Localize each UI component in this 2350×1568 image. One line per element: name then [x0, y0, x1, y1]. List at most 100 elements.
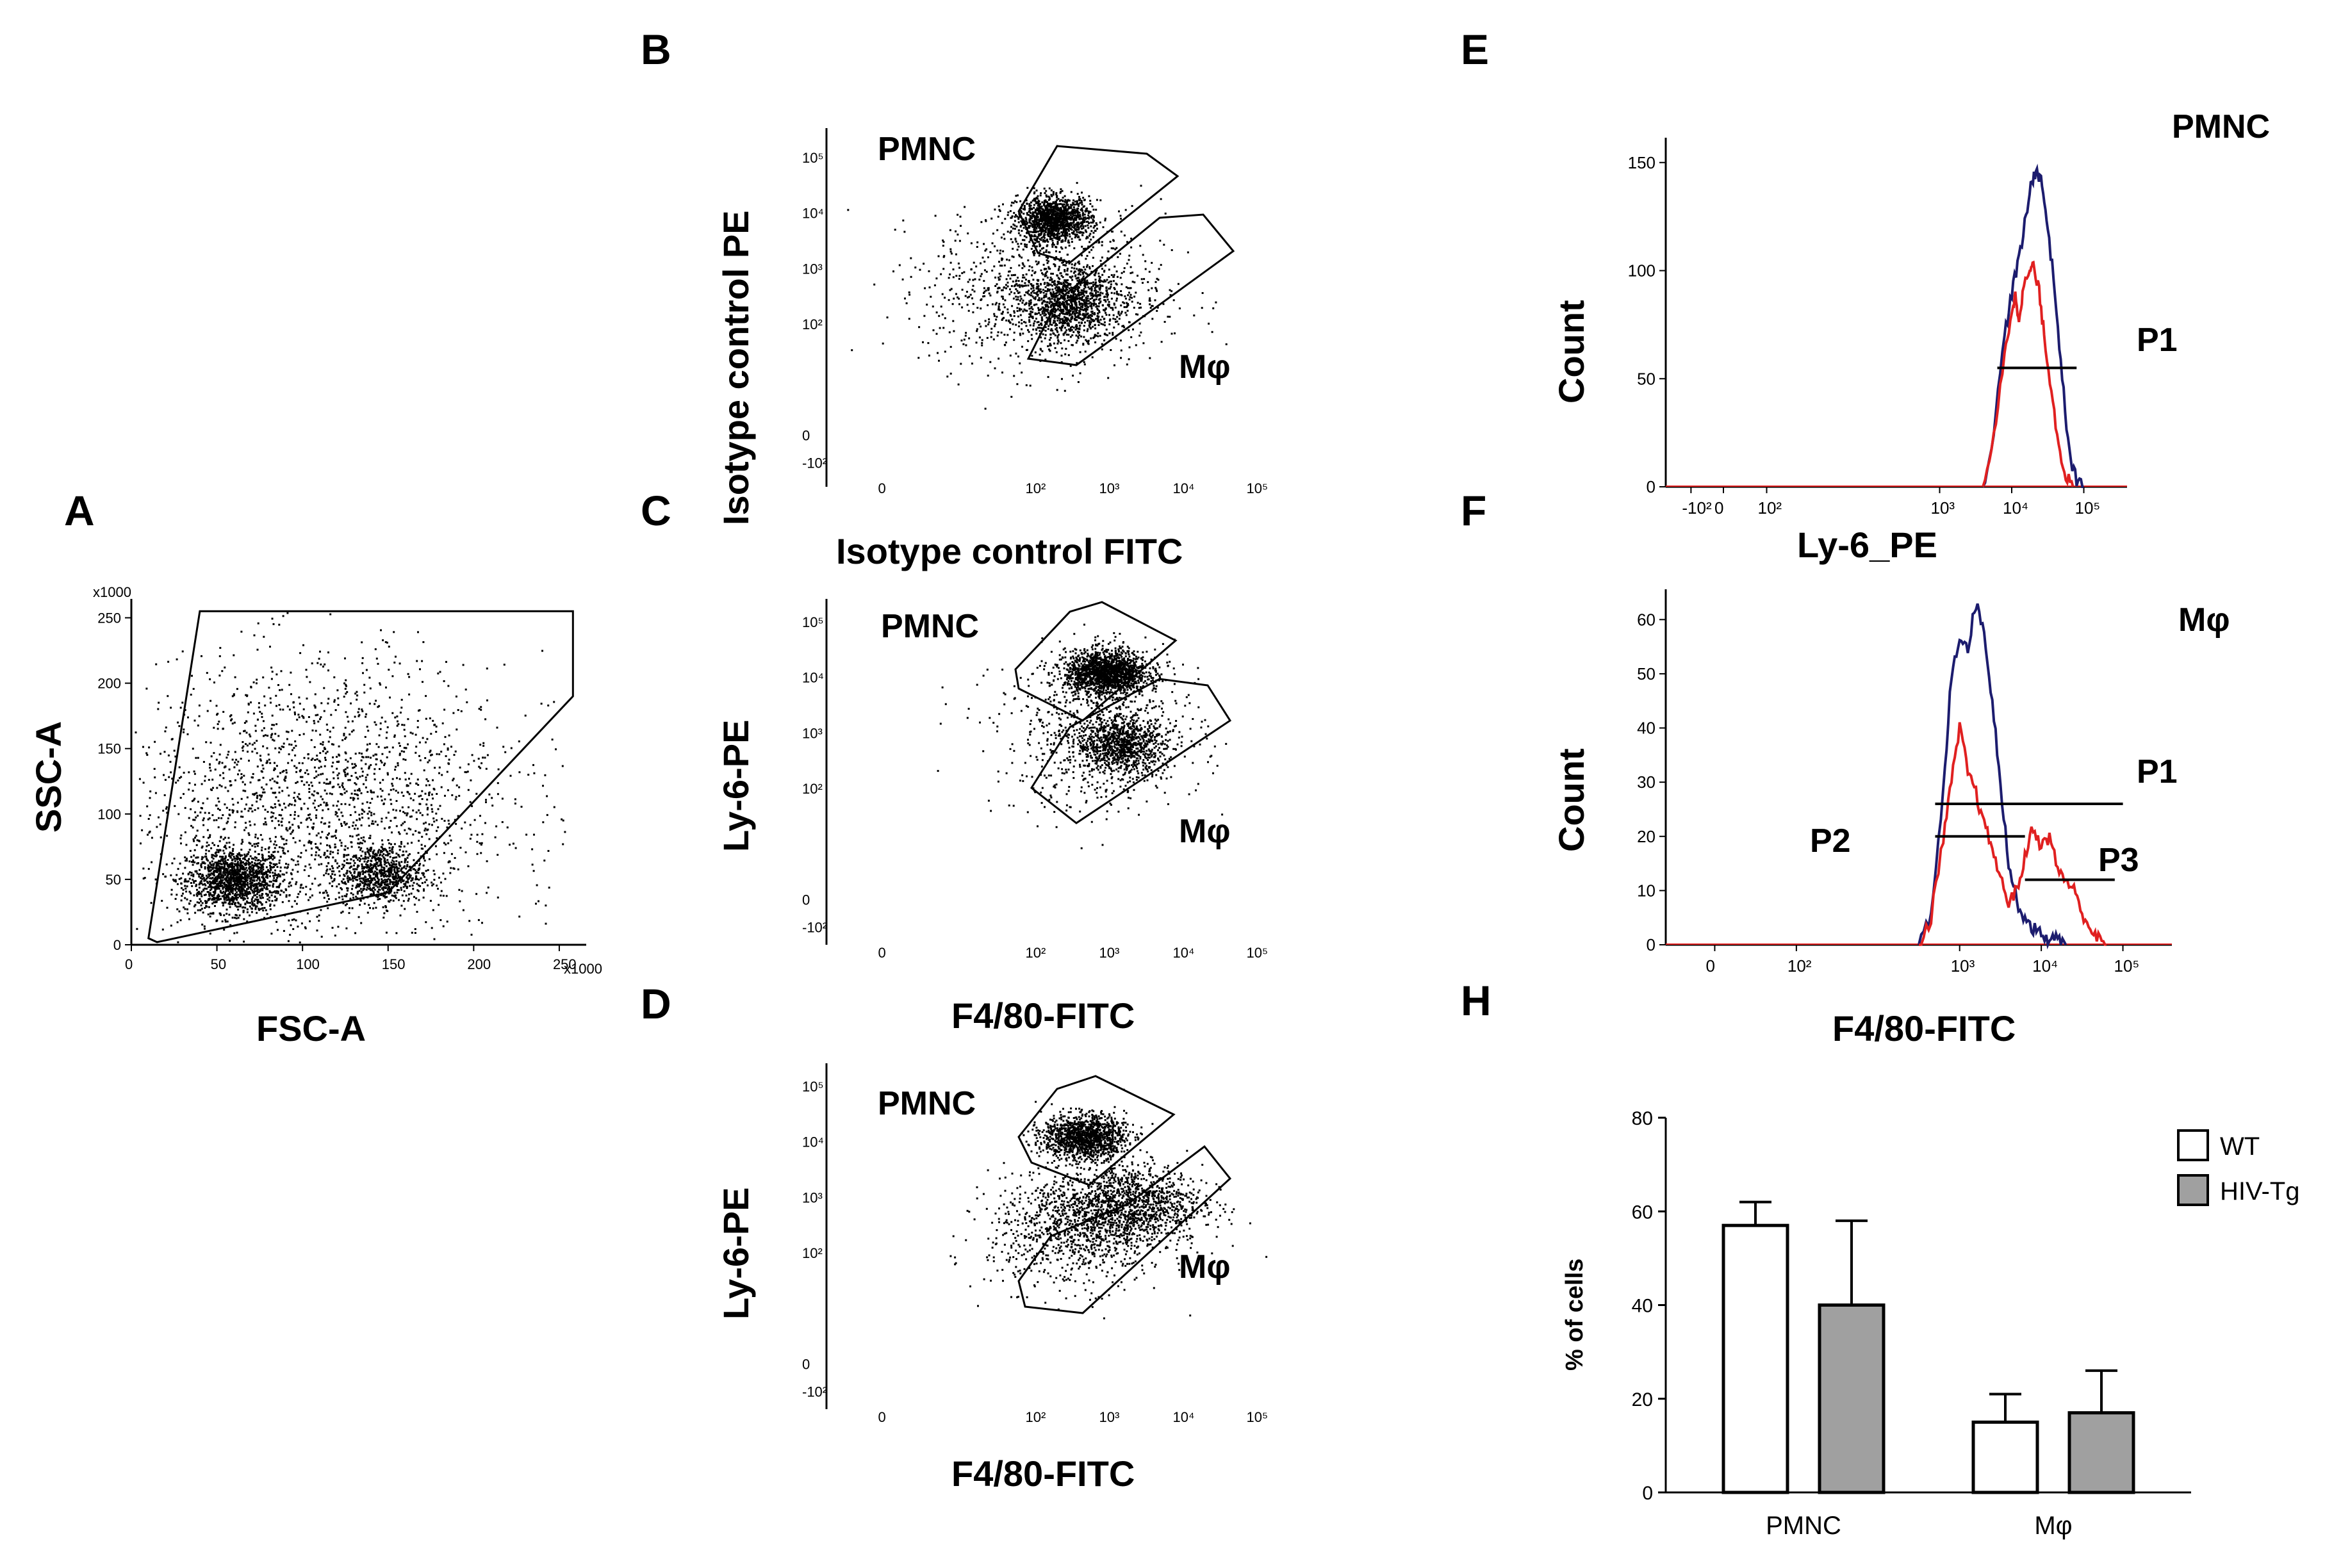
- panel-a-point: [395, 856, 398, 858]
- panel-a-point: [264, 848, 267, 851]
- panel-a-point: [336, 815, 339, 817]
- panel-b-point: [1007, 231, 1009, 233]
- panel-a-point: [234, 902, 237, 904]
- panel-b-point: [1071, 210, 1073, 213]
- panel-a-point: [228, 846, 231, 849]
- panel-a-point: [431, 793, 433, 796]
- panel-b-point: [1054, 204, 1056, 207]
- panel-a-point: [337, 926, 340, 928]
- panel-a-point: [362, 672, 364, 674]
- panel-a-point: [202, 877, 205, 879]
- panel-a-point: [209, 880, 211, 883]
- panel-a-point: [215, 854, 218, 856]
- panel-a-point: [345, 893, 348, 895]
- panel-a-point: [166, 812, 168, 814]
- panel-a-point: [329, 851, 332, 853]
- panel-a-point: [384, 873, 387, 876]
- panel-a-point: [497, 793, 499, 796]
- panel-a-point: [239, 858, 242, 860]
- panel-a-point: [208, 864, 210, 867]
- panel-a-point: [311, 662, 313, 665]
- panel-b-point: [1053, 228, 1055, 231]
- panel-a-point: [279, 748, 282, 751]
- panel-a-point: [361, 865, 363, 868]
- panel-b-point: [1074, 209, 1077, 212]
- panel-a-point: [253, 794, 256, 796]
- panel-b-point: [1076, 182, 1078, 184]
- panel-a-point: [386, 772, 389, 774]
- panel-a-point: [298, 793, 300, 796]
- panel-a-point: [297, 796, 299, 798]
- panel-b-point: [1025, 199, 1028, 202]
- panel-a-point: [354, 868, 356, 870]
- panel-a-point: [242, 858, 244, 860]
- panel-a-point: [223, 914, 226, 917]
- panel-a-point: [378, 734, 381, 737]
- panel-a-point: [425, 852, 428, 854]
- panel-a-point: [329, 613, 332, 616]
- panel-a-point: [297, 714, 300, 716]
- panel-a-point: [390, 788, 392, 791]
- panel-a-point: [261, 897, 264, 899]
- panel-a-point: [221, 879, 223, 882]
- panel-a-point: [313, 704, 316, 706]
- panel-a-point: [274, 762, 275, 764]
- panel-a-point: [384, 881, 386, 884]
- panel-a-point: [365, 776, 367, 779]
- panel-a-point: [358, 875, 361, 878]
- panel-a-point: [288, 804, 290, 807]
- panel-a-point: [536, 884, 538, 886]
- panel-a-point: [243, 881, 246, 883]
- panel-a-point: [148, 746, 151, 749]
- panel-a-point: [230, 852, 233, 854]
- panel-a-point: [403, 724, 406, 726]
- panel-a-point: [564, 831, 566, 833]
- panel-a-point: [438, 753, 441, 756]
- panel-a-point: [329, 736, 331, 739]
- panel-b-point: [1060, 191, 1062, 193]
- panel-a-point: [247, 751, 249, 753]
- panel-a-point: [368, 879, 370, 882]
- panel-b-point: [1074, 233, 1076, 236]
- panel-a-point: [268, 890, 271, 892]
- panel-a-point: [456, 784, 458, 787]
- panel-a-point: [267, 869, 269, 871]
- panel-a-point: [370, 894, 372, 896]
- panel-a-point: [337, 800, 340, 803]
- panel-b-point: [1066, 200, 1068, 203]
- panel-a-point: [208, 893, 210, 895]
- panel-a-point: [219, 885, 222, 888]
- panel-b-point: [1062, 220, 1065, 222]
- panel-a-point: [290, 803, 293, 806]
- panel-a-point: [409, 782, 411, 785]
- panel-a-point: [417, 783, 420, 786]
- panel-a-point: [308, 899, 310, 901]
- panel-b-point: [1044, 192, 1046, 194]
- panel-a-point: [349, 878, 352, 881]
- panel-a-point: [354, 862, 356, 864]
- panel-a-point: [187, 872, 190, 875]
- panel-a-point: [377, 896, 379, 899]
- panel-a-point: [226, 872, 228, 874]
- panel-a-point: [279, 689, 281, 691]
- panel-a-point: [227, 878, 230, 881]
- panel-a-point: [349, 897, 352, 900]
- panel-a-point: [198, 876, 201, 878]
- panel-a-point: [245, 890, 248, 892]
- panel-a-point: [229, 880, 232, 882]
- panel-a-point: [409, 815, 411, 818]
- panel-b-point: [1033, 238, 1036, 241]
- panel-a-point: [332, 762, 334, 764]
- panel-a-point: [198, 886, 201, 889]
- panel-a-point: [243, 853, 246, 856]
- panel-a-point: [204, 927, 206, 930]
- panel-a-point: [366, 748, 369, 751]
- panel-a-point: [254, 730, 257, 732]
- panel-a-point: [201, 846, 203, 849]
- panel-a-point: [280, 814, 283, 817]
- panel-a-point: [405, 867, 407, 870]
- panel-a-point: [356, 879, 359, 881]
- panel-a-point: [325, 804, 327, 807]
- panel-a-point: [400, 870, 402, 872]
- panel-a-point: [240, 904, 242, 906]
